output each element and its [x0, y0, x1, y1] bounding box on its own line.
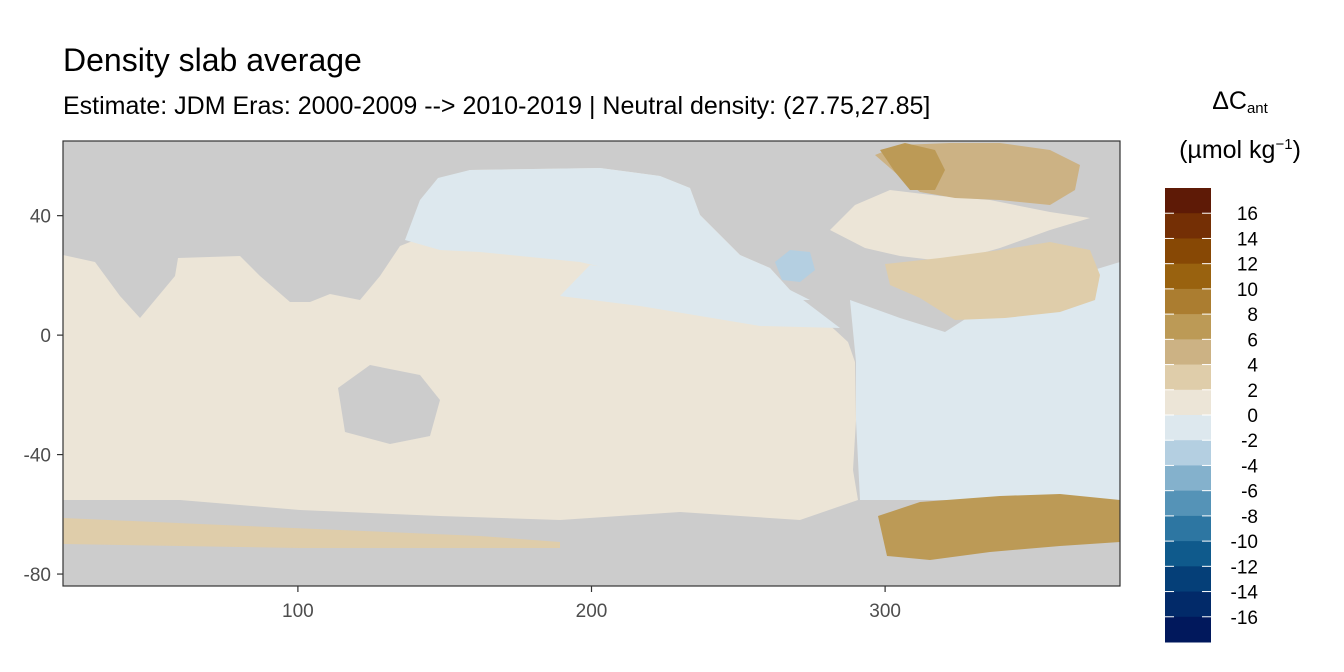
- chart-title: Density slab average: [63, 42, 362, 78]
- region-subtropical-north-atlantic: [885, 242, 1100, 320]
- y-axis: 40 0 -40 -80: [24, 207, 63, 586]
- region-equatorial-pacific: [560, 265, 840, 328]
- x-tick-label: 200: [576, 601, 608, 622]
- region-south-atlantic: [850, 262, 1120, 500]
- legend-swatch: [1165, 389, 1211, 416]
- legend-swatch: [1165, 415, 1211, 441]
- x-axis: 100 200 300: [282, 586, 901, 622]
- legend-swatch: [1165, 465, 1211, 492]
- legend-label: -12: [1231, 557, 1258, 578]
- legend-swatch: [1165, 440, 1211, 466]
- region-southern-ocean-band: [63, 518, 560, 548]
- legend-label: -14: [1231, 583, 1259, 604]
- legend-swatch: [1165, 490, 1211, 517]
- legend-title-line1: ΔCant: [1212, 87, 1268, 117]
- legend-swatch: [1165, 566, 1211, 593]
- region-north-pacific: [405, 168, 810, 300]
- legend-label: -4: [1241, 456, 1258, 477]
- x-tick-label: 300: [869, 601, 901, 622]
- antarctica-land: [63, 548, 1120, 586]
- y-tick-label: 40: [30, 207, 51, 228]
- chart-subtitle: Estimate: JDM Eras: 2000-2009 --> 2010-2…: [63, 92, 931, 120]
- legend-swatch: [1165, 238, 1211, 265]
- y-tick-label: 0: [40, 326, 51, 347]
- legend-swatch: [1165, 541, 1211, 567]
- region-gulf-of-mexico: [775, 250, 815, 282]
- legend-label: 0: [1247, 406, 1258, 427]
- legend-label: 12: [1237, 255, 1258, 276]
- legend-swatch: [1165, 213, 1211, 239]
- legend-swatch: [1165, 364, 1211, 391]
- legend-swatch: [1165, 515, 1211, 542]
- legend-swatch: [1165, 263, 1211, 290]
- legend-swatch: [1165, 188, 1211, 214]
- legend-label: -2: [1241, 431, 1258, 452]
- legend-label: 6: [1247, 330, 1258, 351]
- legend-swatch: [1165, 591, 1211, 618]
- legend-label: 14: [1237, 229, 1259, 250]
- legend-label: -8: [1241, 507, 1258, 528]
- region-labrador-sea: [880, 143, 945, 190]
- legend-swatch: [1165, 314, 1211, 340]
- legend-label: 8: [1247, 305, 1258, 326]
- y-tick-label: -80: [24, 565, 51, 586]
- legend-label: -16: [1231, 608, 1258, 629]
- legend-label: -10: [1231, 532, 1258, 553]
- legend-label: 2: [1247, 381, 1258, 402]
- region-weddell-sea: [878, 494, 1120, 560]
- legend-swatch: [1165, 288, 1211, 315]
- legend-label: 4: [1247, 356, 1258, 377]
- region-north-atlantic-midlat: [830, 190, 1090, 262]
- legend-swatch: [1165, 339, 1211, 366]
- legend-label: 16: [1237, 204, 1258, 225]
- legend-title-line2: (µmol kg−1): [1179, 136, 1301, 164]
- legend-color-bar: 16 14 12 10 8 6 4 2 0 -2 -4 -6 -8 -10 -12 -14 -16: [1165, 188, 1258, 643]
- y-tick-label: -40: [24, 446, 51, 467]
- x-tick-label: 100: [282, 601, 314, 622]
- legend-swatch: [1165, 616, 1211, 643]
- legend-label: -6: [1241, 482, 1258, 503]
- legend-label: 10: [1237, 280, 1258, 301]
